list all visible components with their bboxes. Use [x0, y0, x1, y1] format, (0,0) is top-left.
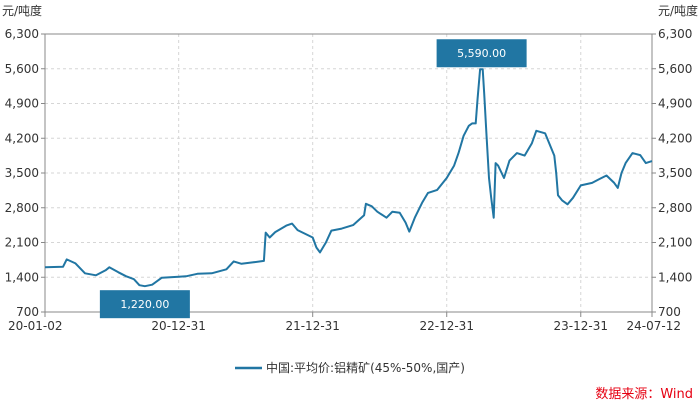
y-tick-label-right: 4,200 [658, 131, 692, 145]
legend[interactable]: 中国:平均价:铝精矿(45%-50%,国产) [235, 360, 465, 375]
x-tick-label: 22-12-31 [419, 319, 473, 333]
y-axis-left: 700 1,400 2,100 2,800 3,500 4,200 4,900 5,600 6,… [5, 27, 39, 319]
series-layer [44, 68, 653, 288]
series-line [44, 68, 653, 288]
x-tick-label: 24-07-12 [627, 319, 681, 333]
y-tick-label-right: 5,600 [658, 62, 692, 76]
y-tick-label-right: 1,400 [658, 270, 692, 284]
y-axis-unit-left: 元/吨度 [2, 3, 42, 18]
x-tick-label: 23-12-31 [554, 319, 608, 333]
x-axis: 20-01-02 20-12-31 21-12-31 22-12-31 23-12-31… [8, 319, 681, 333]
data-source: 数据来源：Wind [595, 387, 693, 402]
x-tick-label: 20-01-02 [8, 319, 62, 333]
y-tick-label-right: 700 [658, 305, 681, 319]
y-tick-label-right: 2,800 [658, 201, 692, 215]
y-axis-unit-right: 元/吨度 [658, 3, 698, 18]
y-tick-label-left: 3,500 [5, 166, 39, 180]
x-tick-label: 20-12-31 [151, 319, 205, 333]
callout-max [436, 39, 527, 68]
grid [44, 33, 653, 313]
y-tick-label-left: 5,600 [5, 62, 39, 76]
y-tick-label-left: 4,200 [5, 131, 39, 145]
y-tick-label-right: 3,500 [658, 166, 692, 180]
y-tick-label-right: 6,300 [658, 27, 692, 41]
callout-label-min: 1,220.00 [120, 298, 169, 311]
y-axis-right: 700 1,400 2,100 2,800 3,500 4,200 4,900 5,600 6,… [658, 27, 692, 319]
y-tick-label-left: 700 [16, 305, 39, 319]
x-tick-label: 21-12-31 [285, 319, 339, 333]
axes [41, 33, 656, 317]
y-tick-label-left: 1,400 [5, 270, 39, 284]
y-tick-label-right: 4,900 [658, 97, 692, 111]
callout-min [99, 290, 190, 319]
y-tick-label-left: 2,100 [5, 236, 39, 250]
y-tick-label-left: 4,900 [5, 97, 39, 111]
legend-label: 中国:平均价:铝精矿(45%-50%,国产) [266, 360, 465, 375]
plot-frame [44, 33, 653, 313]
annotations: 5,590.00 1,220.00 [99, 39, 527, 319]
y-tick-label-left: 2,800 [5, 201, 39, 215]
callout-label-max: 5,590.00 [457, 47, 506, 60]
y-tick-label-left: 6,300 [5, 27, 39, 41]
y-tick-label-right: 2,100 [658, 236, 692, 250]
